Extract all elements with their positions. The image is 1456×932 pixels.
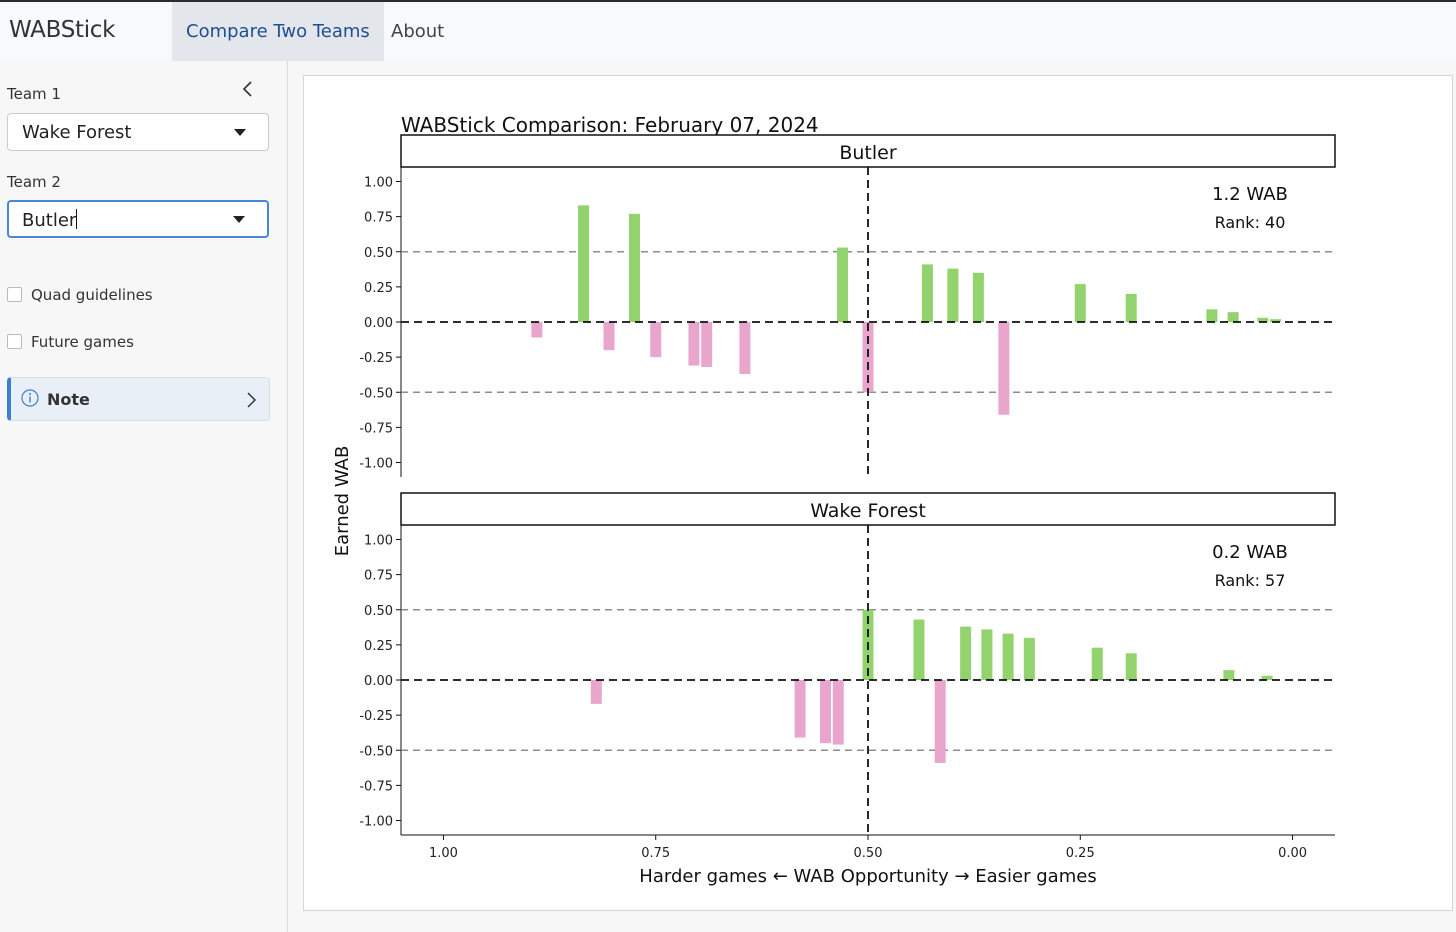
chevron-left-icon[interactable] <box>238 79 258 99</box>
y-tick-label: -0.25 <box>359 351 393 366</box>
x-tick-label: 0.50 <box>854 846 883 861</box>
text-cursor <box>76 209 78 229</box>
game-bar-positive <box>947 268 959 322</box>
y-tick-label: 0.50 <box>364 246 393 261</box>
team1-value: Wake Forest <box>22 122 132 143</box>
team2-input[interactable]: Butler <box>22 209 78 231</box>
game-bar-positive <box>921 264 933 322</box>
y-tick-label: 0.00 <box>364 316 393 331</box>
plot-container: WABStick Comparison: February 07, 2024 Bu… <box>303 75 1453 911</box>
game-bar-positive <box>629 213 640 322</box>
game-bar-positive <box>1002 633 1014 680</box>
game-bar-positive <box>960 626 972 680</box>
game-bar-positive <box>578 205 590 322</box>
game-bar-negative <box>739 322 751 374</box>
game-bar-negative <box>650 322 662 358</box>
game-bar-positive <box>1074 284 1086 322</box>
y-tick-label: 0.75 <box>364 569 393 584</box>
game-bar-negative <box>603 322 615 351</box>
team2-label: Team 2 <box>7 173 61 191</box>
info-icon <box>21 389 39 407</box>
chart-title: WABStick Comparison: February 07, 2024 <box>401 113 819 137</box>
y-tick-label: -1.00 <box>359 815 393 830</box>
note-accordion[interactable]: Note <box>7 377 270 421</box>
team1-select[interactable]: Wake Forest <box>7 113 269 151</box>
y-axis-label: Earned WAB <box>332 446 353 557</box>
y-tick-label: -0.50 <box>359 386 393 401</box>
y-tick-label: -0.25 <box>359 709 393 724</box>
game-bar-positive <box>1227 312 1239 322</box>
game-bar-positive <box>1125 653 1137 680</box>
y-tick-label: -0.75 <box>359 421 393 436</box>
game-bar-positive <box>1091 647 1103 680</box>
y-tick-label: 0.50 <box>364 604 393 619</box>
y-tick-label: 0.25 <box>364 281 393 296</box>
game-bar-positive <box>1206 309 1218 322</box>
facet-label: Wake Forest <box>810 500 926 522</box>
caret-down-icon <box>234 129 246 136</box>
x-tick-label: 0.25 <box>1066 846 1095 861</box>
game-bar-negative <box>688 322 700 366</box>
tab-about[interactable]: About <box>391 21 445 42</box>
future-games-label: Future games <box>31 333 134 351</box>
window-top-border <box>0 0 1456 2</box>
game-bar-negative <box>862 322 874 393</box>
x-tick-label: 1.00 <box>429 846 458 861</box>
game-bar-positive <box>972 272 984 322</box>
game-bar-negative <box>701 322 713 367</box>
x-tick-label: 0.75 <box>641 846 670 861</box>
y-tick-label: -0.75 <box>359 779 393 794</box>
wab-annotation: 0.2 WAB <box>1212 542 1288 563</box>
game-bar-negative <box>531 322 543 338</box>
y-tick-label: -1.00 <box>359 457 393 472</box>
wabstick-chart: WABStick Comparison: February 07, 2024 Bu… <box>332 113 1336 887</box>
game-bar-negative <box>820 680 832 744</box>
game-bar-positive <box>1270 319 1282 322</box>
game-bar-positive <box>1261 675 1273 680</box>
game-bar-positive <box>1257 317 1269 322</box>
y-tick-label: 0.25 <box>364 639 393 654</box>
game-bar-negative <box>794 680 806 738</box>
x-tick-label: 0.00 <box>1278 846 1307 861</box>
y-tick-label: 1.00 <box>364 534 393 549</box>
facet-label: Butler <box>839 142 896 164</box>
app-title: WABStick <box>9 17 116 43</box>
quad-guidelines-checkbox[interactable] <box>7 287 22 302</box>
tab-compare-two-teams[interactable]: Compare Two Teams <box>172 2 384 61</box>
y-tick-label: -0.50 <box>359 744 393 759</box>
x-axis-label: Harder games ← WAB Opportunity → Easier … <box>639 866 1096 887</box>
note-label: Note <box>47 390 90 409</box>
quad-guidelines-label: Quad guidelines <box>31 286 153 304</box>
y-tick-label: 0.75 <box>364 211 393 226</box>
game-bar-positive <box>981 629 993 680</box>
team1-label: Team 1 <box>7 85 61 103</box>
team2-select[interactable]: Butler <box>7 200 269 238</box>
future-games-checkbox[interactable] <box>7 334 22 349</box>
game-bar-negative <box>832 680 844 745</box>
navbar: WABStick Compare Two Teams About <box>0 2 1456 61</box>
game-bar-positive <box>1223 670 1235 680</box>
game-bar-positive <box>837 247 849 322</box>
caret-down-icon <box>233 216 245 223</box>
game-bar-negative <box>934 680 946 763</box>
rank-annotation: Rank: 57 <box>1215 571 1286 590</box>
game-bar-negative <box>590 680 602 704</box>
y-tick-label: 0.00 <box>364 674 393 689</box>
y-tick-label: 1.00 <box>364 176 393 191</box>
wab-annotation: 1.2 WAB <box>1212 184 1288 205</box>
sidebar: Team 1 Wake Forest Team 2 Butler Quad gu… <box>0 61 288 932</box>
rank-annotation: Rank: 40 <box>1215 213 1286 232</box>
game-bar-negative <box>998 322 1010 415</box>
game-bar-positive <box>1023 637 1035 680</box>
game-bar-positive <box>913 619 925 680</box>
chevron-right-icon <box>247 392 257 408</box>
game-bar-positive <box>1125 293 1137 322</box>
team2-value: Butler <box>22 210 77 231</box>
